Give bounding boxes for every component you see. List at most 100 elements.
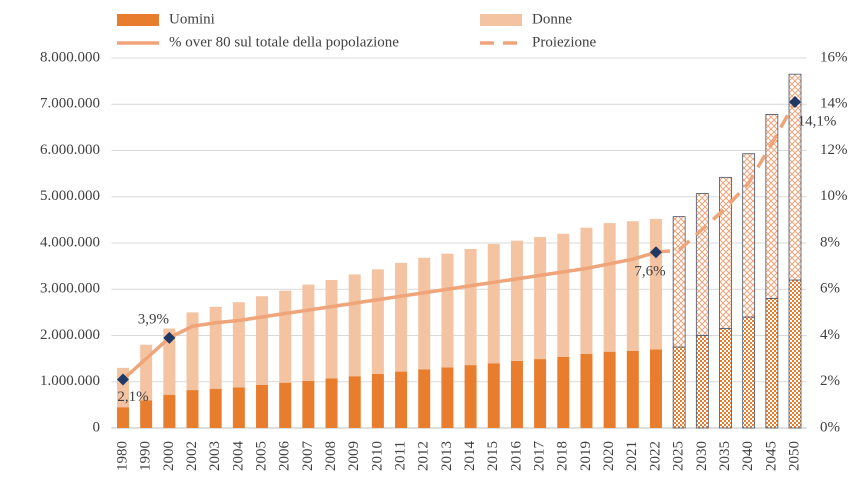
x-tick-label: 2016: [508, 441, 524, 472]
x-tick-label: 2030: [694, 441, 710, 471]
y2-tick-label: 14%: [820, 96, 848, 112]
x-tick-label: 2035: [717, 441, 733, 471]
bar: [649, 349, 662, 428]
y-tick-label: 4.000.000: [40, 234, 100, 250]
bar: [672, 216, 686, 348]
y-tick-label: 2.000.000: [40, 327, 100, 343]
bar: [510, 360, 523, 428]
y2-tick-label: 2%: [820, 373, 840, 389]
y2-tick-label: 10%: [820, 188, 848, 204]
y2-tick-label: 16%: [820, 49, 848, 65]
x-tick-label: 2006: [277, 441, 293, 472]
y-tick-label: 5.000.000: [40, 188, 100, 204]
bar: [487, 243, 500, 364]
bar: [649, 218, 662, 350]
x-tick-label: 2017: [532, 441, 548, 472]
legend-label: Proiezione: [532, 34, 596, 50]
bar: [765, 298, 779, 429]
x-tick-label: 2004: [230, 441, 246, 472]
x-tick-label: 2003: [207, 441, 223, 471]
x-tick-label: 1980: [114, 441, 130, 471]
bar: [534, 236, 547, 360]
bar: [441, 367, 454, 428]
y-tick-label: 3.000.000: [40, 281, 100, 297]
bar: [510, 240, 523, 361]
x-tick-label: 2025: [671, 441, 687, 471]
bar: [626, 350, 639, 428]
x-tick-label: 2015: [485, 441, 501, 471]
bar: [348, 376, 361, 428]
marker: [163, 331, 176, 344]
bar: [557, 233, 570, 357]
bar: [418, 369, 431, 428]
bar: [325, 280, 338, 379]
x-tick-label: 2014: [462, 441, 478, 472]
bar: [580, 227, 593, 354]
bar: [719, 176, 732, 329]
bar: [603, 351, 616, 428]
x-tick-label: 2040: [740, 441, 756, 471]
bar: [279, 382, 292, 428]
x-tick-label: 2008: [323, 441, 339, 471]
data-label: 14,1%: [798, 113, 837, 129]
bar: [788, 73, 802, 281]
bar: [603, 223, 616, 352]
bar: [742, 153, 756, 318]
data-label: 2,1%: [117, 389, 148, 405]
bar: [534, 359, 547, 428]
y-tick-label: 7.000.000: [40, 96, 100, 112]
bar: [695, 335, 709, 429]
bar: [256, 384, 269, 428]
x-tick-label: 2013: [439, 441, 455, 471]
legend-label: % over 80 sul totale della popolazione: [169, 34, 399, 50]
y-tick-label: 6.000.000: [40, 142, 100, 158]
bar: [116, 407, 129, 428]
bar: [395, 262, 408, 372]
bar: [209, 306, 222, 389]
bar: [395, 371, 408, 428]
bar: [742, 316, 756, 429]
bar: [232, 302, 245, 388]
x-tick-label: 2005: [253, 441, 269, 471]
marker: [649, 246, 662, 259]
bar: [186, 312, 199, 391]
y2-tick-label: 4%: [820, 327, 840, 343]
bar: [232, 387, 245, 428]
data-label: 7,6%: [634, 264, 665, 280]
legend-swatch: [117, 14, 159, 26]
y-tick-label: 0: [93, 419, 101, 435]
bar: [371, 373, 384, 428]
bar: [580, 354, 593, 428]
x-tick-label: 2012: [416, 441, 432, 471]
y2-tick-label: 8%: [820, 234, 840, 250]
y-tick-label: 8.000.000: [40, 49, 100, 65]
x-tick-label: 2019: [578, 441, 594, 471]
bar: [140, 344, 153, 401]
y-tick-label: 1.000.000: [40, 373, 100, 389]
legend-label: Donne: [532, 11, 572, 27]
x-tick-label: 2011: [393, 441, 409, 470]
bar: [788, 279, 802, 429]
bar: [186, 390, 199, 428]
x-tick-label: 2021: [624, 441, 640, 471]
x-tick-label: 2007: [300, 441, 316, 472]
legend-swatch: [480, 14, 522, 26]
bar: [302, 380, 315, 428]
bar: [626, 221, 639, 351]
bar: [719, 328, 732, 429]
bar: [441, 253, 454, 368]
bar: [557, 356, 570, 428]
line: [655, 101, 797, 254]
bar: [371, 269, 384, 374]
legend-label: Uomini: [169, 11, 215, 27]
bar: [302, 284, 315, 381]
data-label: 3,9%: [138, 311, 169, 327]
y2-tick-label: 12%: [820, 142, 848, 158]
x-tick-label: 2009: [346, 441, 362, 471]
bar: [695, 193, 709, 336]
bar: [163, 394, 176, 428]
bar: [418, 257, 431, 370]
marker: [116, 373, 129, 386]
bar: [256, 296, 269, 385]
